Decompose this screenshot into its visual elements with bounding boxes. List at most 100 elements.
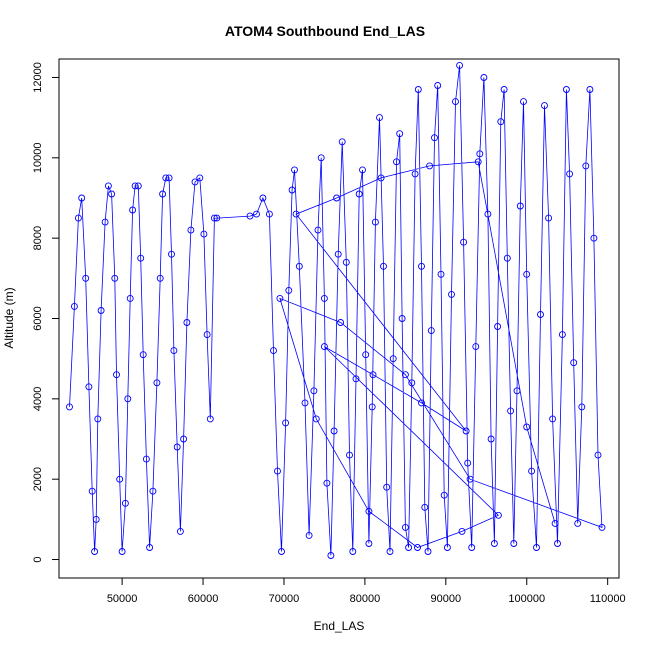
data-point (418, 262, 425, 270)
data-point (278, 548, 285, 555)
y-tick-label: 0 (32, 556, 44, 562)
data-point (330, 427, 338, 435)
data-point (149, 487, 157, 495)
data-point (545, 214, 553, 222)
data-point (431, 134, 438, 142)
data-point (562, 86, 570, 93)
y-axis-label: Altitude (m) (2, 287, 16, 348)
x-axis-label: End_LAS (314, 619, 365, 633)
y-tick-label: 4000 (32, 387, 44, 411)
data-point (124, 395, 132, 403)
data-point (389, 355, 397, 363)
data-point (570, 359, 578, 367)
data-point (443, 544, 451, 551)
x-tick-label: 60000 (188, 593, 219, 605)
data-point (196, 174, 204, 182)
data-point (476, 150, 484, 158)
data-point (180, 435, 188, 443)
data-point (200, 230, 208, 238)
data-point (437, 270, 445, 278)
data-point (274, 467, 281, 475)
data-point (365, 507, 373, 515)
data-point (448, 290, 455, 298)
data-point (594, 451, 602, 459)
data-point (549, 415, 557, 423)
data-point (176, 527, 184, 535)
data-point (466, 475, 474, 483)
data-point (137, 254, 145, 262)
data-point (213, 214, 221, 222)
data-point (94, 415, 102, 423)
data-point (183, 319, 191, 326)
data-point (168, 250, 175, 258)
data-point (187, 226, 195, 234)
data-point (558, 331, 566, 339)
x-tick-label: 90000 (431, 593, 462, 605)
x-tick-label: 70000 (269, 593, 300, 605)
data-point (507, 407, 515, 415)
chart-title: ATOM4 Southbound End_LAS (225, 23, 425, 39)
data-point (129, 206, 137, 214)
data-point (426, 162, 434, 170)
data-point (586, 86, 594, 93)
data-point (414, 86, 422, 93)
data-point (131, 182, 139, 190)
data-point (516, 202, 524, 210)
data-point (414, 544, 421, 551)
data-point (320, 294, 328, 302)
data-point (312, 415, 320, 423)
data-point (497, 118, 505, 126)
data-point (408, 379, 416, 387)
data-point (104, 182, 112, 190)
data-point (362, 351, 370, 359)
data-point (91, 548, 99, 555)
data-point (566, 170, 574, 178)
data-point (134, 182, 142, 190)
plot-frame (58, 58, 620, 579)
data-point (500, 86, 508, 93)
data-point (452, 98, 459, 106)
data-layer (66, 61, 606, 559)
data-point (401, 523, 409, 531)
data-point (528, 467, 536, 475)
data-point (259, 194, 267, 202)
data-point (113, 371, 120, 379)
data-point (355, 190, 363, 198)
data-point (317, 154, 325, 162)
data-point (405, 544, 413, 551)
data-point (82, 274, 90, 282)
y-tick-label: 6000 (32, 306, 44, 330)
x-tick-label: 50000 (107, 593, 138, 605)
data-point (295, 262, 303, 270)
data-point (146, 544, 154, 551)
data-point (66, 403, 73, 411)
data-point (88, 487, 96, 495)
data-point (320, 343, 328, 351)
data-point (590, 234, 598, 242)
data-point (421, 503, 429, 511)
data-point (598, 523, 606, 531)
y-tick-label: 10000 (32, 143, 44, 174)
data-point (288, 186, 296, 194)
data-point (333, 194, 341, 202)
data-point (411, 170, 419, 178)
data-point (458, 527, 466, 535)
data-point (393, 158, 400, 166)
data-point (301, 399, 309, 407)
data-point (376, 114, 383, 122)
data-point (327, 552, 335, 559)
x-tick-label: 80000 (350, 593, 381, 605)
data-point (282, 419, 290, 427)
data-point (541, 102, 548, 110)
data-point (101, 218, 109, 226)
series-line (69, 65, 603, 556)
data-point (165, 174, 173, 182)
data-point (142, 455, 150, 463)
data-point (369, 371, 377, 379)
data-point (494, 511, 502, 519)
data-point (464, 459, 472, 467)
data-point (424, 548, 432, 555)
data-point (434, 82, 442, 89)
data-point (440, 491, 448, 499)
